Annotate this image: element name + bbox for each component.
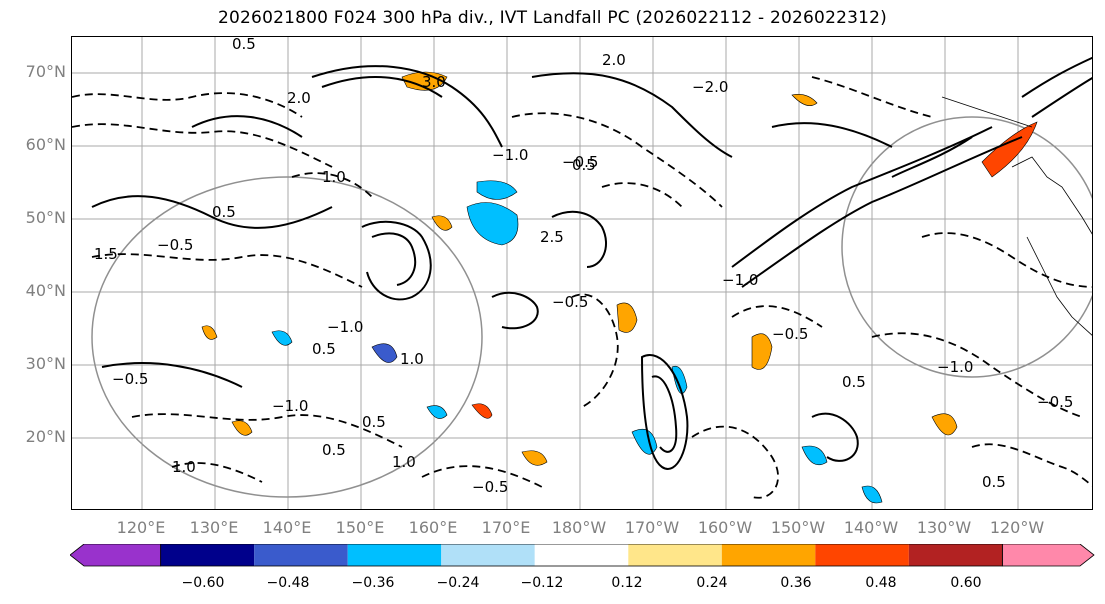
colorbar-segments — [69, 543, 1095, 567]
lon-label-150w: 150°W — [770, 518, 826, 537]
map-canvas: 0.5 2.0 3.0 2.0 1.0 −1.0 0.5 0.5 −0.5 1.… — [72, 37, 1092, 509]
colorbar-segment — [908, 544, 1003, 566]
lon-label-150e: 150°E — [335, 518, 385, 537]
colorbar-segment — [441, 544, 535, 566]
contour-label: 2.5 — [540, 228, 564, 246]
contour-labels: 0.5 2.0 3.0 2.0 1.0 −1.0 0.5 0.5 −0.5 1.… — [94, 37, 1073, 496]
contour-label: −1.0 — [722, 271, 758, 289]
colorbar-label: −0.36 — [351, 575, 395, 591]
colorbar-segment — [721, 544, 816, 566]
lon-label-180w: 180°W — [551, 518, 607, 537]
lat-label-40n: 40°N — [25, 281, 66, 300]
colorbar-segment — [815, 544, 909, 566]
colorbar-label: −0.48 — [266, 575, 310, 591]
contour-label: 1.0 — [392, 453, 416, 471]
colorbar-frame — [160, 543, 1003, 567]
lat-label-60n: 60°N — [25, 135, 66, 154]
colorbar — [69, 543, 1096, 574]
colorbar-label: 0.48 — [865, 575, 897, 591]
contour-label: −1.0 — [272, 397, 308, 415]
contour-label: −0.5 — [112, 370, 148, 388]
coastlines — [941, 96, 1092, 336]
lat-label-70n: 70°N — [25, 62, 66, 81]
contour-label: 2.0 — [287, 89, 311, 107]
colorbar-label: 0.36 — [780, 575, 812, 591]
contour-label: −0.5 — [157, 236, 193, 254]
colorbar-segment — [347, 544, 442, 566]
contour-label: 1.0 — [322, 168, 346, 186]
contour-label: 1.5 — [94, 245, 118, 263]
contour-label: −0.5 — [772, 325, 808, 343]
lat-label-50n: 50°N — [25, 208, 66, 227]
positive-contours — [91, 56, 1092, 470]
lon-label-140e: 140°E — [262, 518, 312, 537]
lon-label-120e: 120°E — [116, 518, 166, 537]
graticule — [72, 37, 1092, 509]
contour-label: 0.5 — [842, 373, 866, 391]
contour-label: −0.5 — [562, 153, 598, 171]
lon-label-170e: 170°E — [481, 518, 531, 537]
contour-label: 0.5 — [212, 203, 236, 221]
contour-label: −0.5 — [472, 478, 508, 496]
colorbar-label: −0.60 — [181, 575, 225, 591]
map-title: 2026021800 F024 300 hPa div., IVT Landfa… — [218, 8, 887, 28]
lon-label-120w: 120°W — [989, 518, 1045, 537]
colorbar-segment — [160, 544, 255, 566]
contour-label: −0.5 — [1037, 393, 1073, 411]
contour-label: 0.5 — [572, 156, 596, 174]
contour-label: −0.5 — [552, 293, 588, 311]
colorbar-segment — [1001, 543, 1095, 567]
colorbar-segment — [69, 543, 162, 567]
lon-label-160w: 160°W — [697, 518, 753, 537]
contour-label: 1.0 — [172, 458, 196, 476]
colorbar-segment — [534, 544, 629, 566]
divergence-shading — [201, 71, 1038, 504]
colorbar-label: 0.12 — [611, 575, 643, 591]
gray-rings — [91, 116, 1092, 498]
colorbar-label: −0.12 — [520, 575, 564, 591]
colorbar-label: −0.24 — [436, 575, 480, 591]
contour-label: 1.0 — [400, 350, 424, 368]
map-panel: 0.5 2.0 3.0 2.0 1.0 −1.0 0.5 0.5 −0.5 1.… — [71, 36, 1093, 510]
contour-label: −1.0 — [492, 146, 528, 164]
contour-label: 0.5 — [362, 413, 386, 431]
lat-label-30n: 30°N — [25, 354, 66, 373]
contour-label: −2.0 — [692, 78, 728, 96]
colorbar-label: 0.60 — [950, 575, 982, 591]
colorbar-segment — [254, 544, 348, 566]
contour-label: 3.0 — [422, 73, 446, 91]
lon-label-140w: 140°W — [843, 518, 899, 537]
colorbar-segment — [628, 544, 722, 566]
lon-label-160e: 160°E — [408, 518, 458, 537]
contour-label: 0.5 — [232, 37, 256, 53]
contour-label: 0.5 — [312, 340, 336, 358]
contour-label: −1.0 — [327, 318, 363, 336]
colorbar-label: 0.24 — [696, 575, 728, 591]
contour-label: 2.0 — [602, 51, 626, 69]
lon-label-170w: 170°W — [624, 518, 680, 537]
contour-label: −1.0 — [937, 358, 973, 376]
lon-label-130w: 130°W — [916, 518, 972, 537]
lon-label-130e: 130°E — [189, 518, 239, 537]
contour-label: 0.5 — [982, 473, 1006, 491]
lat-label-20n: 20°N — [25, 427, 66, 446]
contour-label: 0.5 — [322, 441, 346, 459]
negative-contours — [72, 76, 1092, 499]
